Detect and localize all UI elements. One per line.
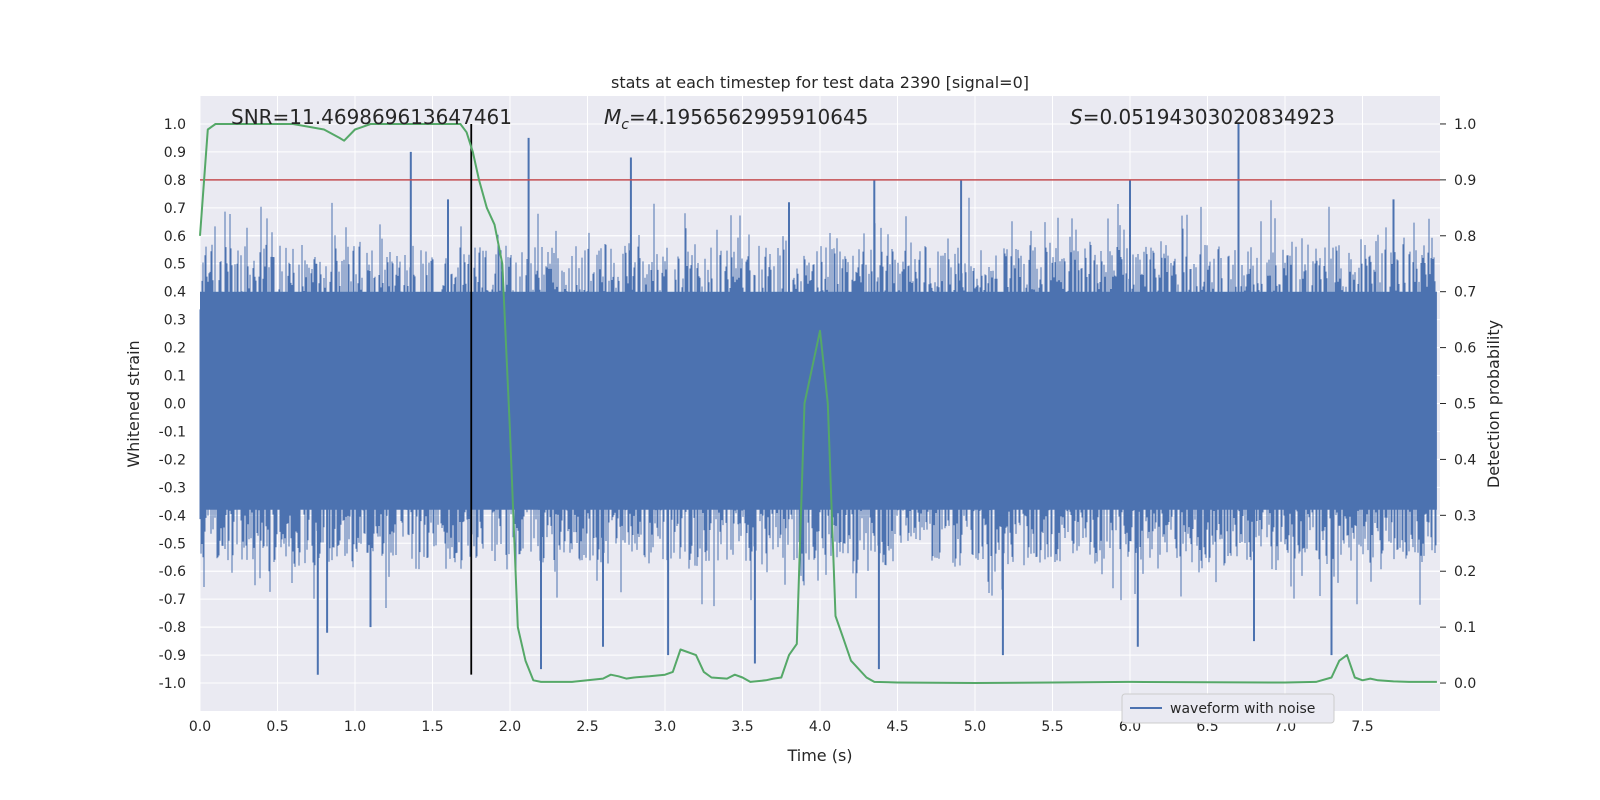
x-tick-label: 2.0 <box>499 719 521 735</box>
y-right-tick-label: 0.0 <box>1454 676 1476 692</box>
y-right-tick-label: 0.8 <box>1454 229 1476 245</box>
waveform-with-noise-series <box>199 124 1437 675</box>
s-symbol: S <box>1070 105 1083 129</box>
reference-lines <box>200 123 1440 675</box>
y-tick-label: -1.0 <box>159 676 186 692</box>
x-tick-label: 5.5 <box>1041 719 1063 735</box>
y-right-tick-label: 0.3 <box>1454 508 1476 524</box>
noise-spikes <box>315 124 1395 675</box>
y-right-tick-label: 0.6 <box>1454 341 1476 357</box>
x-tick-label: 1.5 <box>421 719 443 735</box>
s-value: =0.05194303020834923 <box>1083 105 1335 129</box>
y-right-tick-label: 0.7 <box>1454 285 1476 301</box>
snr-annotation: SNR=11.469869613647461 <box>231 105 512 129</box>
y-right-tick-label: 0.9 <box>1454 173 1476 189</box>
noise-trace <box>199 197 1437 608</box>
x-tick-label: 7.5 <box>1351 719 1373 735</box>
y-right-tick-label: 0.1 <box>1454 620 1476 636</box>
detection-probability-series <box>199 123 1437 684</box>
chirp-mass-annotation: Mc=4.1956562995910645 <box>604 105 868 133</box>
y-tick-label: 0.4 <box>164 285 186 301</box>
y-tick-label: 0.5 <box>164 257 186 273</box>
x-tick-label: 1.0 <box>344 719 366 735</box>
y-right-tick-label: 0.2 <box>1454 564 1476 580</box>
y-axis-label-right: Detection probability <box>1484 320 1503 488</box>
y-right-tick-label: 0.5 <box>1454 397 1476 413</box>
x-tick-label: 2.5 <box>576 719 598 735</box>
y-tick-label: 0.1 <box>164 369 186 385</box>
detection-probability-line <box>199 123 1437 684</box>
y-tick-label: 0.8 <box>164 173 186 189</box>
y-tick-label: 0.6 <box>164 229 186 245</box>
chirp-mass-value: =4.1956562995910645 <box>629 105 868 129</box>
chirp-mass-symbol: M <box>604 105 621 129</box>
y-right-tick-label: 0.4 <box>1454 452 1476 468</box>
y-tick-label: -0.6 <box>159 564 186 580</box>
y-tick-label: 0.0 <box>164 397 186 413</box>
y-tick-label: -0.9 <box>159 648 186 664</box>
y-tick-label: -0.3 <box>159 480 186 496</box>
y-tick-label: -0.7 <box>159 592 186 608</box>
s-annotation: S=0.05194303020834923 <box>1070 105 1335 129</box>
x-tick-label: 4.5 <box>886 719 908 735</box>
y-right-tick-label: 1.0 <box>1454 117 1476 133</box>
y-tick-label: -0.5 <box>159 536 186 552</box>
y-tick-label: -0.8 <box>159 620 186 636</box>
x-axis-label: Time (s) <box>786 746 852 765</box>
legend: waveform with noise <box>1121 693 1335 724</box>
legend-label: waveform with noise <box>1170 701 1315 717</box>
chart-title: stats at each timestep for test data 239… <box>611 73 1029 92</box>
x-tick-label: 4.0 <box>809 719 831 735</box>
y-tick-label: 0.9 <box>164 145 186 161</box>
x-tick-label: 0.5 <box>266 719 288 735</box>
y-tick-label: 0.7 <box>164 201 186 217</box>
chirp-mass-subscript: c <box>621 117 629 133</box>
x-tick-label: 3.5 <box>731 719 753 735</box>
legend-box <box>1121 693 1335 724</box>
y-tick-label: 0.2 <box>164 341 186 357</box>
y-axis-label: Whitened strain <box>124 340 143 467</box>
y-tick-label: 1.0 <box>164 117 186 133</box>
y-tick-label: 0.3 <box>164 313 186 329</box>
y-tick-label: -0.2 <box>159 452 186 468</box>
x-tick-label: 5.0 <box>964 719 986 735</box>
y-tick-label: -0.1 <box>159 424 186 440</box>
x-tick-label: 3.0 <box>654 719 676 735</box>
y-tick-label: -0.4 <box>159 508 186 524</box>
x-tick-label: 0.0 <box>189 719 211 735</box>
